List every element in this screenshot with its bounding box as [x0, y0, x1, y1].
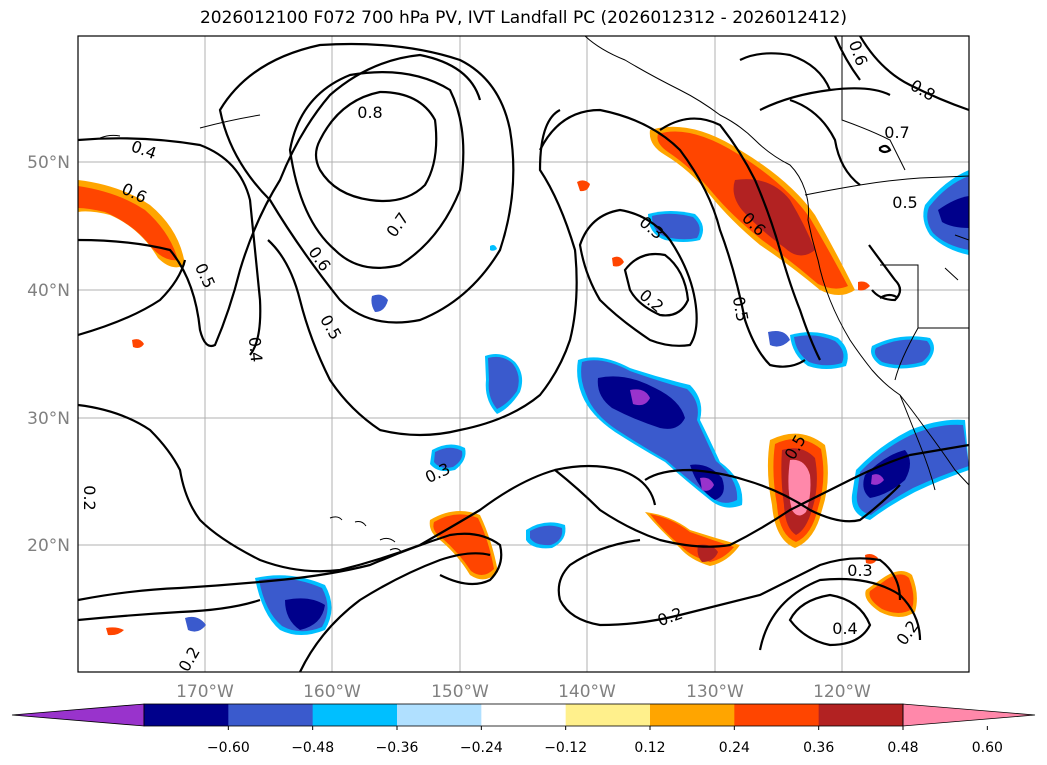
lat-label: 50°N — [27, 153, 70, 173]
colorbar-tick-label: −0.36 — [376, 740, 419, 756]
positive-anomaly-region — [697, 544, 718, 562]
negative-anomaly-region — [434, 447, 463, 468]
colorbar-segment — [481, 704, 567, 726]
negative-anomaly-region — [700, 477, 714, 491]
coastlines — [99, 36, 969, 554]
colorbar-outline — [143, 703, 904, 727]
negative-anomaly-region — [185, 616, 206, 632]
colorbar-tick-label: 0.60 — [972, 740, 1003, 756]
colorbar-tick-label: −0.24 — [460, 740, 503, 756]
negative-anomaly-region — [530, 525, 563, 546]
lon-label: 150°W — [431, 682, 489, 702]
lon-label: 130°W — [686, 682, 744, 702]
lat-label: 20°N — [27, 536, 70, 556]
contour-label: 0.4 — [245, 336, 266, 363]
contour-label: 0.7 — [884, 123, 909, 142]
positive-anomaly-region — [132, 339, 144, 348]
colorbar-tick-label: −0.48 — [291, 740, 334, 756]
positive-anomaly-region — [78, 186, 178, 261]
lon-label: 160°W — [303, 682, 361, 702]
positive-anomaly-region — [733, 179, 815, 256]
negative-anomaly-region — [768, 331, 790, 347]
negative-anomaly-region — [863, 450, 910, 498]
colorbar-tick-label: 0.12 — [634, 740, 665, 756]
lon-label: 120°W — [813, 682, 871, 702]
contour-label: 0.2 — [80, 485, 99, 510]
colorbar-segment — [734, 704, 820, 726]
contour-label: 0.5 — [892, 193, 917, 212]
negative-anomaly-region — [490, 245, 497, 251]
negative-anomaly-region — [285, 598, 325, 630]
colorbar-tick-label: 0.36 — [803, 740, 834, 756]
lat-label: 30°N — [27, 409, 70, 429]
colorbar-tick-label: 0.48 — [887, 740, 918, 756]
positive-anomaly-region — [612, 256, 624, 267]
colorbar — [11, 703, 1036, 727]
positive-anomaly-region — [106, 627, 124, 636]
colorbar-tick-label: 0.24 — [719, 740, 750, 756]
colorbar-segment — [818, 704, 904, 726]
colorbar-segment — [650, 704, 735, 726]
colorbar-segment — [144, 704, 229, 726]
colorbar-segment — [565, 704, 651, 726]
colorbar-tick-label: −0.60 — [207, 740, 250, 756]
map-title: 2026012100 F072 700 hPa PV, IVT Landfall… — [199, 8, 847, 28]
latitude-labels: 50°N 40°N 30°N 20°N — [27, 153, 70, 556]
positive-anomaly-region — [869, 574, 914, 613]
negative-anomaly-region — [871, 474, 884, 485]
lon-label: 140°W — [558, 682, 616, 702]
colorbar-tick-label: −0.12 — [544, 740, 587, 756]
longitude-labels: 170°W 160°W 150°W 140°W 130°W 120°W — [176, 682, 871, 702]
contour-label: 0.5 — [729, 295, 752, 323]
colorbar-segment — [228, 704, 314, 726]
colorbar-ticks: −0.60 −0.48 −0.36 −0.24 −0.12 0.12 0.24 0.36 0.4… — [207, 726, 1003, 756]
lat-label: 40°N — [27, 281, 70, 301]
positive-anomaly-region — [858, 281, 870, 291]
negative-anomaly-region — [371, 294, 388, 312]
positive-anomaly-region — [577, 180, 590, 192]
map-border — [77, 35, 970, 673]
negative-anomaly-region — [488, 356, 519, 409]
negative-anomaly-region — [938, 196, 969, 228]
negative-anomaly-region — [794, 335, 844, 366]
lon-label: 170°W — [176, 682, 234, 702]
colorbar-segment — [397, 704, 482, 726]
colorbar-extend-high — [902, 703, 1036, 727]
contour-label: 0.8 — [357, 103, 382, 122]
colorbar-segment — [312, 704, 398, 726]
negative-anomaly-region — [630, 389, 650, 406]
pv-contours — [78, 36, 969, 672]
contour-label: 0.3 — [847, 561, 872, 580]
negative-anomaly-region — [874, 339, 931, 365]
colorbar-extend-low — [11, 703, 145, 727]
contour-label: 0.4 — [832, 619, 857, 638]
